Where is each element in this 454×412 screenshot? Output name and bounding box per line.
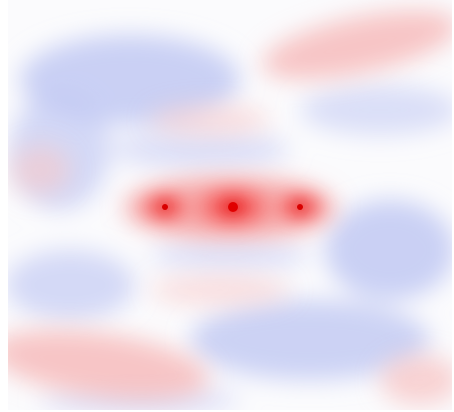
blue-region: [150, 240, 310, 270]
red-region: [150, 105, 270, 135]
red-region: [262, 10, 452, 80]
blue-regions: [8, 35, 452, 410]
red-region: [380, 355, 452, 405]
blue-region: [8, 250, 135, 320]
blue-region: [300, 85, 452, 135]
blue-region: [190, 300, 430, 380]
blue-region: [110, 132, 290, 168]
blue-region: [325, 200, 452, 300]
red-region: [10, 145, 70, 195]
red-region: [150, 275, 290, 305]
hot-core: [297, 204, 303, 210]
hot-core: [162, 204, 168, 210]
hot-core: [228, 202, 238, 212]
red-region: [8, 329, 210, 401]
